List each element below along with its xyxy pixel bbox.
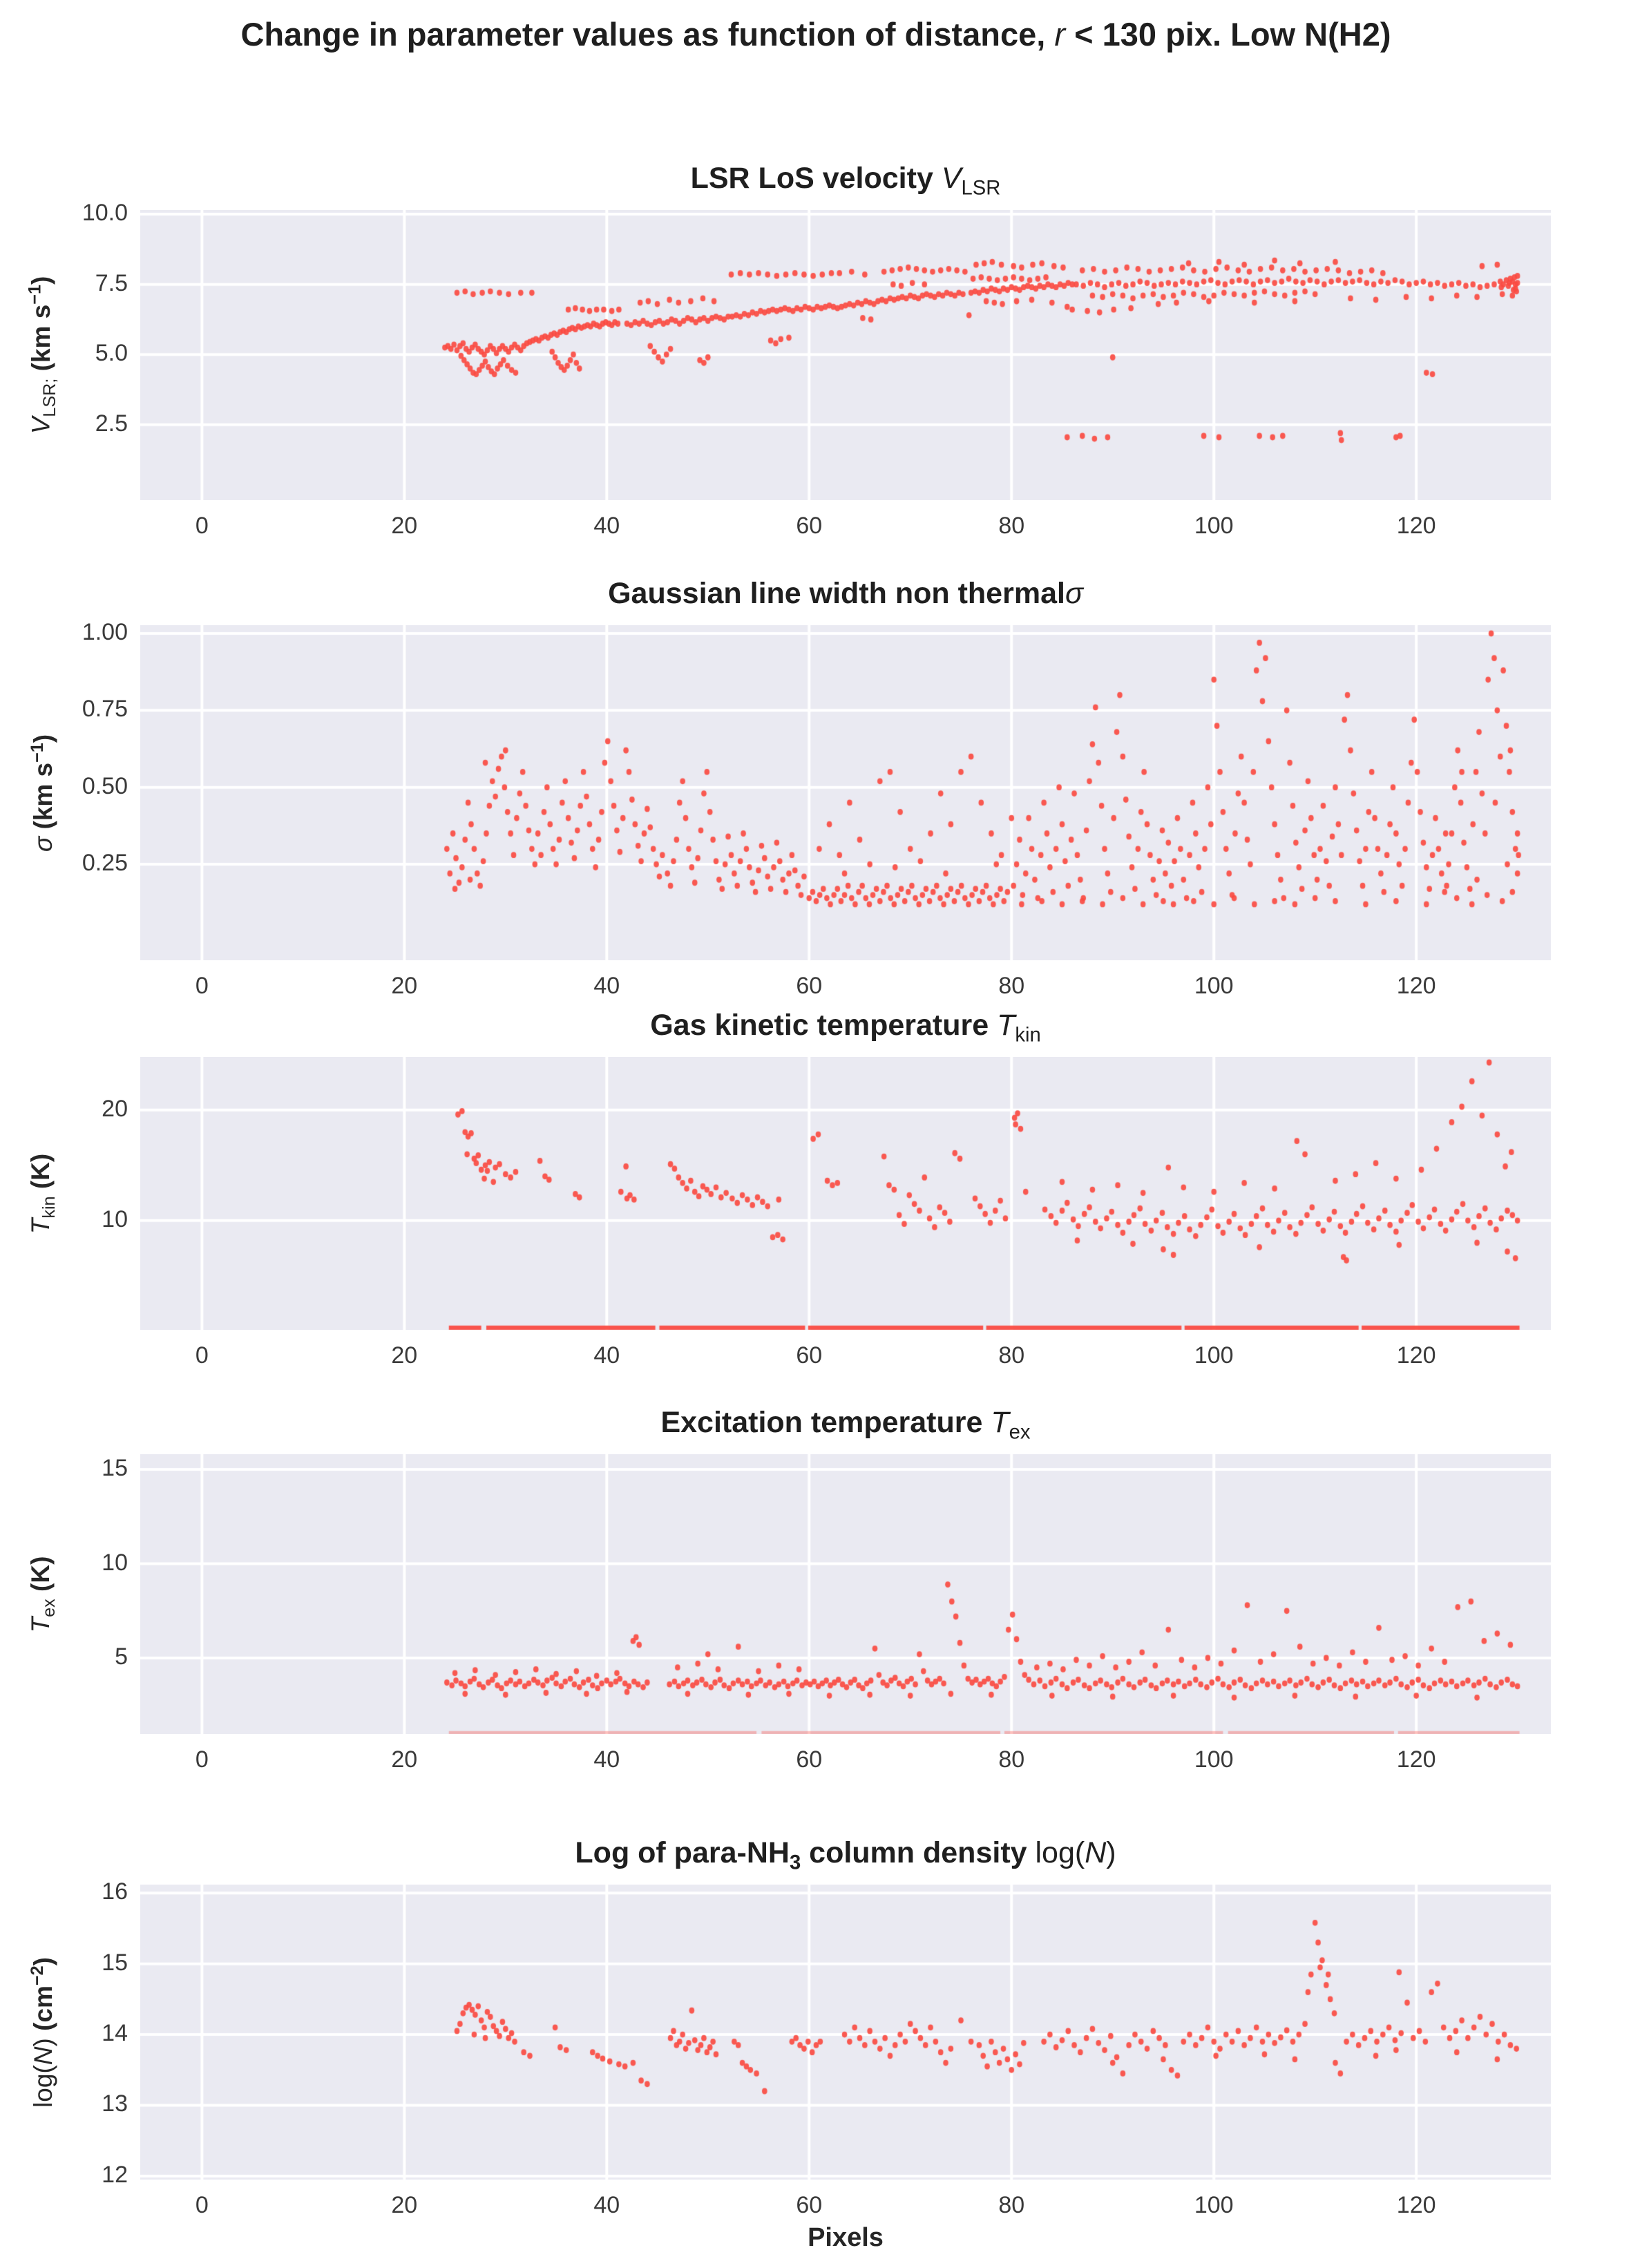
x-tick-label: 0 — [195, 2192, 209, 2218]
x-tick-label: 100 — [1194, 513, 1234, 539]
x-tick-label: 60 — [796, 973, 823, 999]
x-tick-label: 0 — [195, 973, 209, 999]
x-tick-label: 20 — [391, 973, 418, 999]
y-tick-label: 10 — [102, 1206, 128, 1232]
y-tick-label: 20 — [102, 1095, 128, 1122]
y-tick-label: 15 — [102, 1455, 128, 1482]
y-tick-label: 5 — [115, 1643, 128, 1670]
y-tick-label: 14 — [102, 2020, 128, 2047]
panel-vlsr-title: LSR LoS velocity VLSR — [690, 162, 1001, 200]
panel-logn-scatter-canvas — [140, 1885, 1551, 2180]
panel-sigma-plot-area — [140, 625, 1551, 960]
x-tick-label: 20 — [391, 1746, 418, 1773]
x-tick-label: 60 — [796, 1342, 823, 1369]
y-tick-label: 5.0 — [95, 340, 128, 367]
x-tick-label: 120 — [1396, 2192, 1436, 2218]
x-tick-label: 40 — [593, 973, 620, 999]
x-tick-label: 40 — [593, 513, 620, 539]
x-axis-label: Pixels — [808, 2223, 884, 2252]
x-tick-label: 120 — [1396, 973, 1436, 999]
panel-tkin-scatter-canvas — [140, 1057, 1551, 1330]
x-tick-label: 0 — [195, 1342, 209, 1369]
panel-vlsr-plot-area — [140, 210, 1551, 500]
y-tick-label: 7.5 — [95, 269, 128, 296]
x-tick-label: 60 — [796, 513, 823, 539]
y-tick-label: 12 — [102, 2161, 128, 2188]
x-tick-label: 0 — [195, 513, 209, 539]
y-tick-label: 13 — [102, 2090, 128, 2117]
x-tick-label: 100 — [1194, 973, 1234, 999]
panel-logn-title: Log of para-NH3 column density log(N) — [575, 1836, 1116, 1874]
x-tick-label: 80 — [998, 973, 1025, 999]
panel-tex-plot-area — [140, 1454, 1551, 1734]
x-tick-label: 80 — [998, 513, 1025, 539]
x-tick-label: 40 — [593, 1746, 620, 1773]
x-tick-label: 40 — [593, 2192, 620, 2218]
x-tick-label: 120 — [1396, 513, 1436, 539]
x-tick-label: 20 — [391, 2192, 418, 2218]
panel-sigma-scatter-canvas — [140, 625, 1551, 960]
y-tick-label: 16 — [102, 1878, 128, 1905]
panel-tkin-title: Gas kinetic temperature Tkin — [650, 1009, 1041, 1047]
x-tick-label: 40 — [593, 1342, 620, 1369]
x-tick-label: 120 — [1396, 1342, 1436, 1369]
panel-tex-title: Excitation temperature Tex — [660, 1406, 1031, 1444]
y-tick-label: 15 — [102, 1949, 128, 1976]
y-tick-label: 10.0 — [82, 200, 128, 227]
x-tick-label: 100 — [1194, 2192, 1234, 2218]
panel-sigma-title: Gaussian line width non thermalσ — [608, 577, 1083, 610]
x-tick-label: 20 — [391, 1342, 418, 1369]
x-tick-label: 80 — [998, 1342, 1025, 1369]
x-tick-label: 20 — [391, 513, 418, 539]
y-tick-label: 0.50 — [82, 772, 128, 799]
x-tick-label: 60 — [796, 2192, 823, 2218]
y-tick-label: 0.75 — [82, 696, 128, 723]
y-tick-label: 0.25 — [82, 850, 128, 877]
y-tick-label: 2.5 — [95, 410, 128, 437]
x-tick-label: 60 — [796, 1746, 823, 1773]
x-tick-label: 0 — [195, 1746, 209, 1773]
panel-logn-plot-area — [140, 1885, 1551, 2180]
x-tick-label: 80 — [998, 2192, 1025, 2218]
panel-tkin-plot-area — [140, 1057, 1551, 1330]
panel-tex-scatter-canvas — [140, 1454, 1551, 1734]
main-title: Change in parameter values as function o… — [240, 16, 1391, 53]
y-tick-label: 10 — [102, 1549, 128, 1576]
y-tick-label: 1.00 — [82, 619, 128, 646]
x-tick-label: 80 — [998, 1746, 1025, 1773]
x-tick-label: 120 — [1396, 1746, 1436, 1773]
x-tick-label: 100 — [1194, 1342, 1234, 1369]
x-tick-label: 100 — [1194, 1746, 1234, 1773]
panel-vlsr-scatter-canvas — [140, 210, 1551, 500]
